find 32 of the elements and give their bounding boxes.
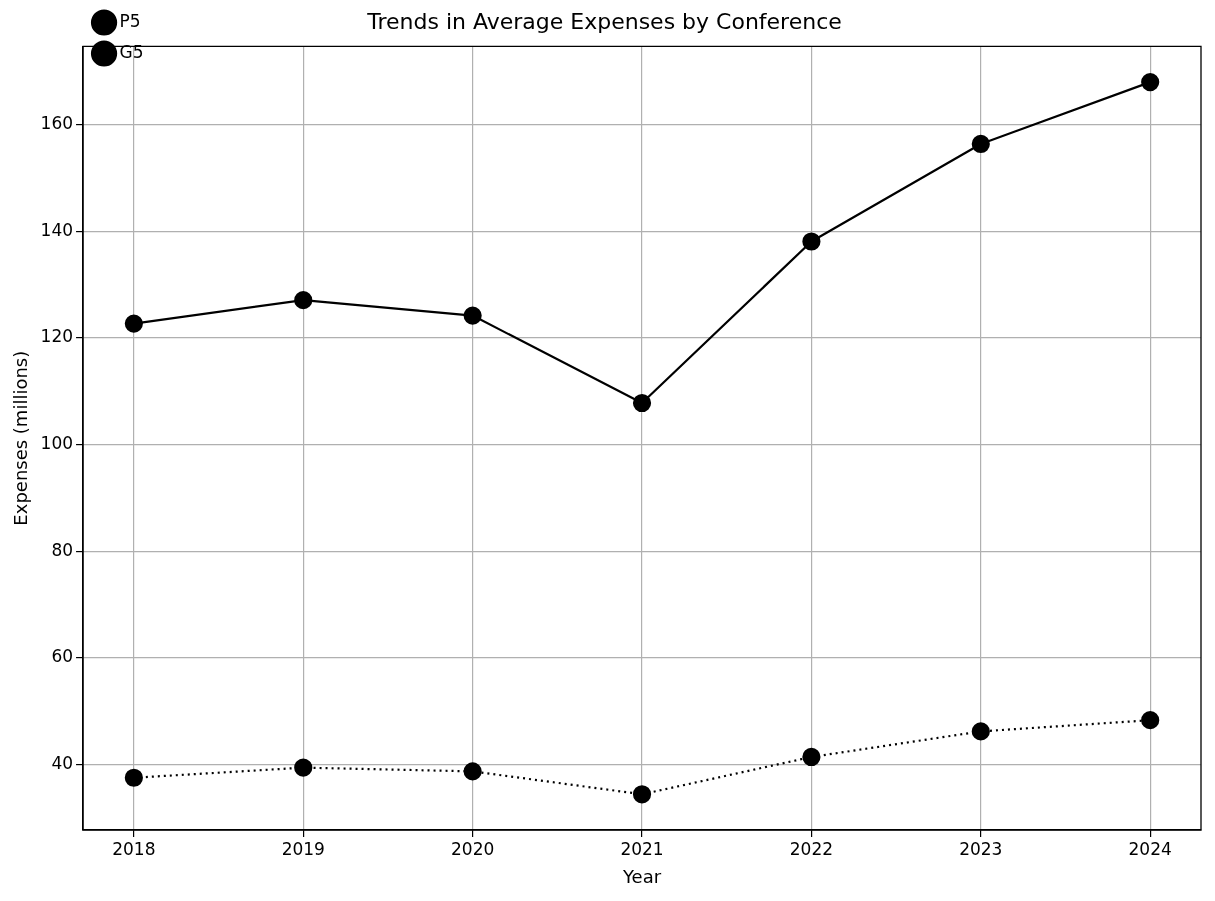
y-tick-label: 40: [51, 752, 74, 773]
point: [463, 306, 482, 325]
point: [294, 758, 313, 777]
x-tick-label: 2022: [789, 838, 834, 859]
point: [632, 785, 652, 804]
point: [971, 722, 990, 741]
point: [1141, 711, 1160, 730]
x-tick-label: 2023: [959, 838, 1003, 859]
x-tick-label: 2020: [451, 838, 495, 859]
point: [632, 393, 652, 413]
y-tick-label: 120: [40, 326, 74, 347]
y-axis-title: Expenses (millions): [10, 350, 32, 526]
x-tick-label: 2018: [112, 838, 156, 859]
y-tick-label: 140: [40, 219, 74, 240]
chart-title: Trends in Average Expenses by Conference: [366, 8, 842, 34]
point: [1141, 73, 1160, 92]
legend-label: P5: [119, 10, 141, 31]
x-tick-label: 2024: [1128, 838, 1172, 859]
y-tick-label: 60: [51, 646, 74, 667]
x-axis-title: Year: [621, 865, 662, 887]
point: [802, 232, 821, 251]
point: [802, 747, 821, 767]
y-tick-label: 160: [40, 113, 74, 134]
x-tick-label: 2021: [620, 838, 664, 859]
y-tick-label: 100: [40, 433, 74, 454]
point: [124, 768, 143, 787]
x-tick-label: 2019: [281, 838, 325, 859]
y-tick-label: 80: [51, 539, 74, 560]
point: [971, 134, 990, 154]
point: [124, 314, 143, 333]
point: [463, 762, 482, 781]
point: [294, 291, 313, 310]
